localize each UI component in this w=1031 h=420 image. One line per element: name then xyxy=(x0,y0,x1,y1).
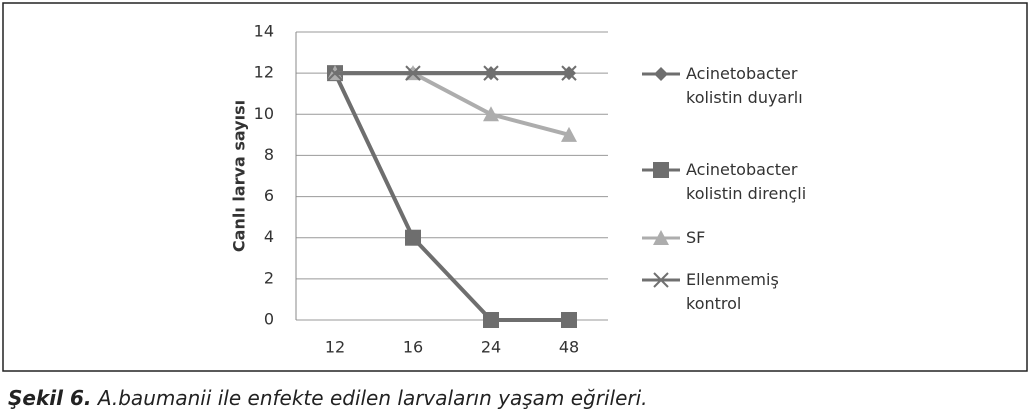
x-tick-label: 48 xyxy=(559,338,579,357)
frame xyxy=(2,2,1028,372)
y-tick-label: 0 xyxy=(264,310,274,329)
legend-label: Acinetobacter kolistin duyarlı xyxy=(686,64,803,107)
marker xyxy=(405,229,421,246)
y-tick-label: 2 xyxy=(264,268,274,287)
series-line xyxy=(333,72,569,322)
marker xyxy=(561,312,577,328)
marker xyxy=(653,230,669,245)
marker xyxy=(654,67,668,81)
y-tick-label: 4 xyxy=(264,227,274,246)
x-tick-label: 24 xyxy=(481,338,501,357)
marker xyxy=(653,272,669,288)
marker xyxy=(653,162,669,178)
marker xyxy=(405,65,421,81)
marker xyxy=(483,106,499,122)
series-line xyxy=(335,71,570,137)
y-tick-label: 14 xyxy=(254,22,274,41)
marker xyxy=(327,65,343,81)
y-tick-label: 8 xyxy=(264,145,274,164)
marker xyxy=(483,312,499,328)
x-tick-label: 12 xyxy=(325,338,345,357)
figure-label: Şekil 6. xyxy=(8,386,92,410)
caption-text: A.baumanii ile enfekte edilen larvaların… xyxy=(97,386,648,410)
x-tick-label: 16 xyxy=(403,338,423,357)
legend-label: SF xyxy=(686,228,706,247)
y-tick-label: 6 xyxy=(264,186,274,205)
legend-label: Ellenmemiş kontrol xyxy=(686,270,779,313)
y-tick-label: 12 xyxy=(254,63,274,82)
marker xyxy=(561,126,577,142)
legend-label: Acinetobacter kolistin dirençli xyxy=(686,160,807,203)
marker xyxy=(483,65,499,81)
y-tick-label: 10 xyxy=(254,104,274,123)
caption: Şekil 6. A.baumanii ile enfekte edilen l… xyxy=(8,386,648,410)
marker xyxy=(561,65,577,81)
y-axis-label: Canlı larva sayısı xyxy=(230,100,249,252)
